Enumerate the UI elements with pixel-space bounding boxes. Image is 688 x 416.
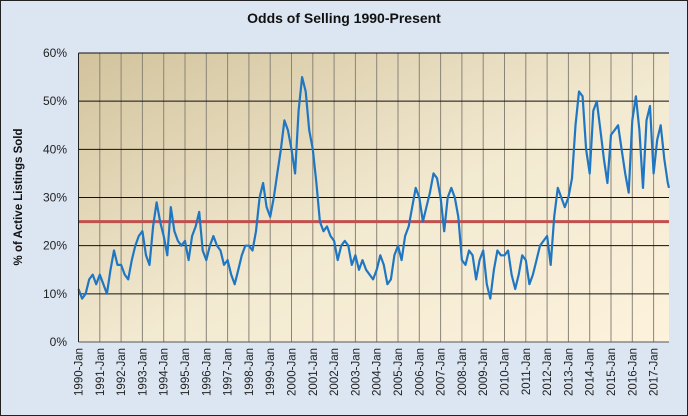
- y-tick-label: 50%: [43, 94, 67, 108]
- x-tick-label: 2013-Jan: [563, 348, 575, 396]
- x-tick-label: 1990-Jan: [74, 348, 86, 396]
- y-tick-label: 20%: [43, 239, 67, 253]
- x-tick-label: 1995-Jan: [180, 348, 192, 396]
- x-tick-label: 2012-Jan: [542, 348, 554, 396]
- y-tick-label: 30%: [43, 191, 67, 205]
- y-tick-label: 10%: [43, 287, 67, 301]
- x-tick-label: 2007-Jan: [436, 348, 448, 396]
- x-tick-label: 1999-Jan: [265, 348, 277, 396]
- x-tick-label: 2006-Jan: [414, 348, 426, 396]
- y-axis-ticks: 0% 10% 20% 30% 40% 50% 60%: [43, 46, 67, 349]
- x-tick-label: 2016-Jan: [627, 348, 639, 396]
- x-tick-label: 1997-Jan: [223, 348, 235, 396]
- x-tick-label: 2017-Jan: [649, 348, 661, 396]
- y-tick-label: 40%: [43, 142, 67, 156]
- x-tick-label: 1996-Jan: [201, 348, 213, 396]
- y-tick-label: 60%: [43, 46, 67, 60]
- x-tick-label: 2000-Jan: [287, 348, 299, 396]
- x-tick-label: 1998-Jan: [244, 348, 256, 396]
- y-axis-label: % of Active Listings Sold: [13, 129, 25, 266]
- horizontal-gridlines: [78, 52, 669, 295]
- x-tick-label: 2002-Jan: [329, 348, 341, 396]
- x-tick-label: 2014-Jan: [585, 348, 597, 396]
- x-axis-ticks: 1990-Jan 1991-Jan 1992-Jan 1993-Jan 1994-Jan…: [74, 348, 661, 396]
- x-tick-label: 2008-Jan: [457, 348, 469, 396]
- series-line-odds-of-selling: [77, 76, 671, 300]
- x-tick-label: 2011-Jan: [521, 348, 533, 395]
- x-tick-label: 2015-Jan: [606, 348, 618, 396]
- x-tick-label: 2004-Jan: [372, 348, 384, 396]
- x-tick-label: 2010-Jan: [500, 348, 512, 396]
- chart-title: Odds of Selling 1990-Present: [247, 10, 441, 26]
- x-tick-label: 1994-Jan: [159, 348, 171, 396]
- x-tick-label: 1991-Jan: [95, 348, 107, 396]
- y-tick-label: 0%: [50, 335, 68, 349]
- x-tick-label: 1992-Jan: [116, 348, 128, 396]
- x-tick-label: 2009-Jan: [478, 348, 490, 396]
- x-tick-label: 2003-Jan: [350, 348, 362, 396]
- x-tick-label: 2001-Jan: [308, 348, 320, 396]
- x-tick-label: 1993-Jan: [137, 348, 149, 396]
- x-tick-label: 2005-Jan: [393, 348, 405, 396]
